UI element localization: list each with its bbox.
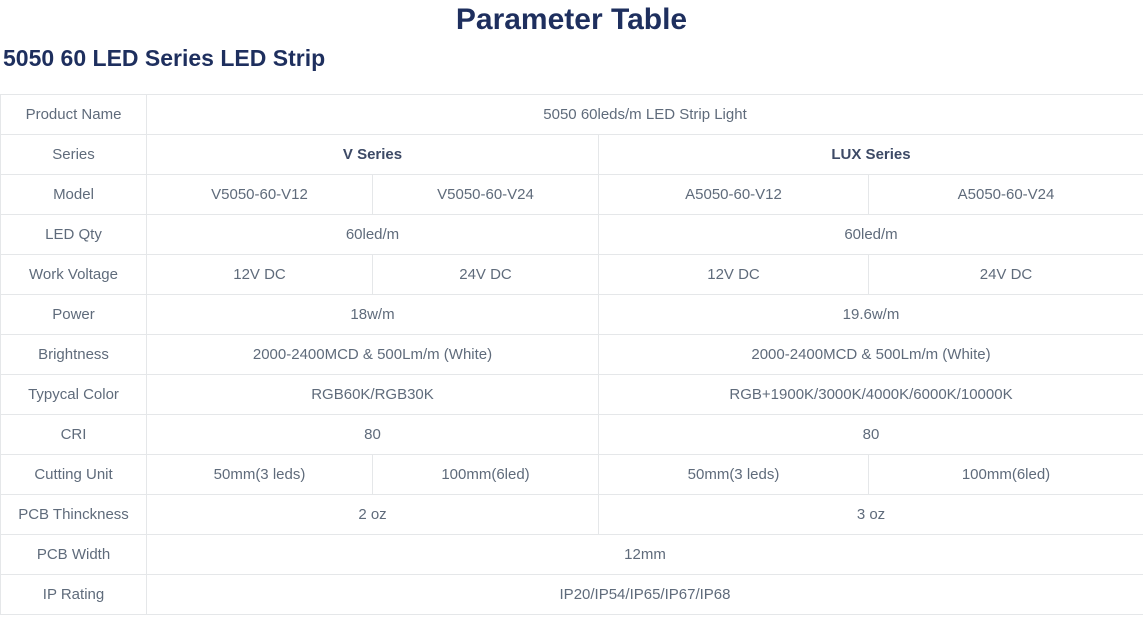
row-label: LED Qty <box>1 214 147 254</box>
table-row-ip-rating: IP Rating IP20/IP54/IP65/IP67/IP68 <box>1 574 1143 614</box>
table-row-brightness: Brightness 2000-2400MCD & 500Lm/m (White… <box>1 334 1143 374</box>
row-label: Product Name <box>1 94 147 134</box>
table-cell: 100mm(6led) <box>869 454 1143 494</box>
table-cell: 12V DC <box>599 254 869 294</box>
page-title: Parameter Table <box>0 3 1143 38</box>
row-label: Typycal Color <box>1 374 147 414</box>
table-cell: 5050 60leds/m LED Strip Light <box>147 94 1143 134</box>
table-cell: 3 oz <box>599 494 1143 534</box>
table-cell: 2000-2400MCD & 500Lm/m (White) <box>147 334 599 374</box>
table-cell: RGB60K/RGB30K <box>147 374 599 414</box>
row-label: Brightness <box>1 334 147 374</box>
row-label: Series <box>1 134 147 174</box>
row-label: PCB Thinckness <box>1 494 147 534</box>
table-cell: 60led/m <box>599 214 1143 254</box>
table-cell: V5050-60-V24 <box>373 174 599 214</box>
table-cell: 2 oz <box>147 494 599 534</box>
row-label: Cutting Unit <box>1 454 147 494</box>
table-row-work-voltage: Work Voltage 12V DC 24V DC 12V DC 24V DC <box>1 254 1143 294</box>
parameter-table: Product Name 5050 60leds/m LED Strip Lig… <box>0 94 1143 615</box>
table-cell: RGB+1900K/3000K/4000K/6000K/10000K <box>599 374 1143 414</box>
table-row-cri: CRI 80 80 <box>1 414 1143 454</box>
table-cell: 80 <box>599 414 1143 454</box>
table-row-model: Model V5050-60-V12 V5050-60-V24 A5050-60… <box>1 174 1143 214</box>
row-label: IP Rating <box>1 574 147 614</box>
row-label: Work Voltage <box>1 254 147 294</box>
table-cell: 24V DC <box>373 254 599 294</box>
table-row-cutting-unit: Cutting Unit 50mm(3 leds) 100mm(6led) 50… <box>1 454 1143 494</box>
table-cell: 12mm <box>147 534 1143 574</box>
table-row-series: Series V Series LUX Series <box>1 134 1143 174</box>
table-cell: V5050-60-V12 <box>147 174 373 214</box>
table-row-power: Power 18w/m 19.6w/m <box>1 294 1143 334</box>
table-cell: 50mm(3 leds) <box>147 454 373 494</box>
table-row-product-name: Product Name 5050 60leds/m LED Strip Lig… <box>1 94 1143 134</box>
table-cell: A5050-60-V24 <box>869 174 1143 214</box>
table-row-pcb-width: PCB Width 12mm <box>1 534 1143 574</box>
table-cell: 19.6w/m <box>599 294 1143 334</box>
series-header-lux: LUX Series <box>599 134 1143 174</box>
table-cell: 50mm(3 leds) <box>599 454 869 494</box>
table-cell: 18w/m <box>147 294 599 334</box>
table-cell: 80 <box>147 414 599 454</box>
table-cell: 60led/m <box>147 214 599 254</box>
table-cell: A5050-60-V12 <box>599 174 869 214</box>
series-header-v: V Series <box>147 134 599 174</box>
row-label: Power <box>1 294 147 334</box>
table-row-pcb-thinckness: PCB Thinckness 2 oz 3 oz <box>1 494 1143 534</box>
table-row-typycal-color: Typycal Color RGB60K/RGB30K RGB+1900K/30… <box>1 374 1143 414</box>
row-label: CRI <box>1 414 147 454</box>
table-cell: IP20/IP54/IP65/IP67/IP68 <box>147 574 1143 614</box>
table-cell: 24V DC <box>869 254 1143 294</box>
table-row-led-qty: LED Qty 60led/m 60led/m <box>1 214 1143 254</box>
table-cell: 12V DC <box>147 254 373 294</box>
row-label: Model <box>1 174 147 214</box>
table-cell: 2000-2400MCD & 500Lm/m (White) <box>599 334 1143 374</box>
page-subtitle: 5050 60 LED Series LED Strip <box>3 46 1143 71</box>
row-label: PCB Width <box>1 534 147 574</box>
table-cell: 100mm(6led) <box>373 454 599 494</box>
